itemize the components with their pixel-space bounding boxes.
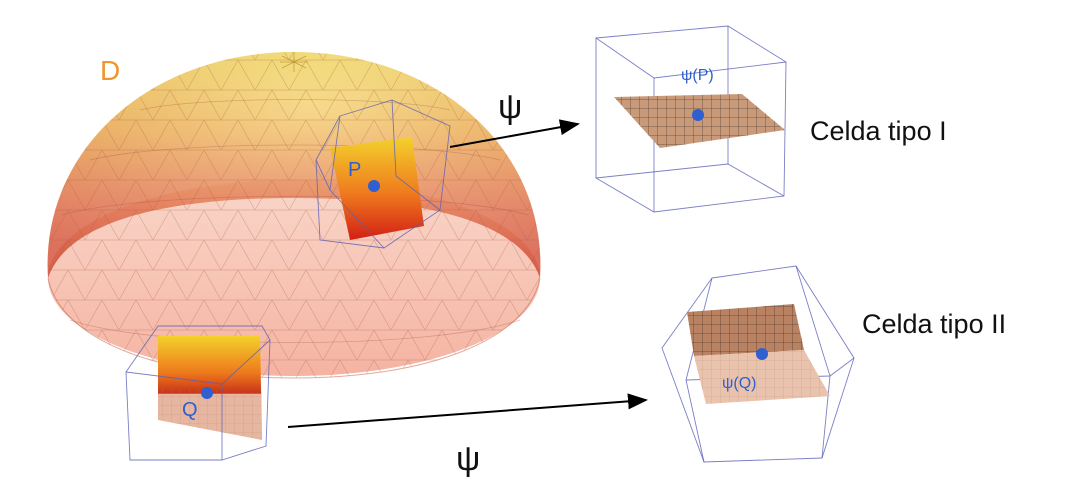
point-p-label: P — [348, 159, 361, 181]
pole-mark — [280, 52, 308, 72]
cell-type-2-label: Celda tipo II — [862, 309, 1006, 339]
image-point-p — [692, 109, 704, 121]
point-q — [201, 387, 213, 399]
reference-cell-type-2: ψ(Q) — [661, 265, 855, 463]
domain-label: D — [100, 55, 120, 86]
cell-type-1-label: Celda tipo I — [810, 116, 947, 146]
map-symbol-p: ψ — [498, 88, 522, 126]
map-symbol-q: ψ — [456, 440, 480, 478]
map-arrow-q — [287, 393, 648, 428]
cell-p: P — [315, 99, 451, 249]
image-q-label: ψ(Q) — [722, 375, 757, 392]
hemisphere-mesh — [47, 52, 541, 378]
point-p — [368, 180, 380, 192]
map-arrow-p — [449, 119, 580, 148]
point-q-label: Q — [182, 399, 198, 421]
image-point-q — [756, 348, 768, 360]
cell-q-box — [125, 325, 271, 461]
reference-cell-type-1: ψ(P) — [595, 25, 787, 213]
cell-q: Q — [125, 325, 271, 461]
hemisphere-domain — [47, 52, 541, 379]
cell-p-box — [315, 99, 451, 249]
image-p-label: ψ(P) — [681, 67, 714, 84]
